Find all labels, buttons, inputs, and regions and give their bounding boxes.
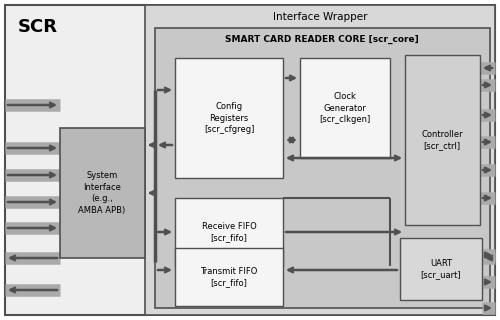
Bar [405, 55, 480, 225]
Bar [400, 238, 482, 300]
Text: Receive FIFO
[scr_fifo]: Receive FIFO [scr_fifo] [202, 222, 256, 243]
Bar [175, 198, 283, 266]
Text: Config
Registers
[scr_cfgreg]: Config Registers [scr_cfgreg] [204, 102, 254, 134]
Bar [175, 248, 283, 306]
Bar [145, 5, 495, 315]
Text: Clock
Generator
[scr_clkgen]: Clock Generator [scr_clkgen] [320, 92, 370, 124]
Bar [175, 58, 283, 178]
Bar [155, 28, 490, 308]
Text: UART
[scr_uart]: UART [scr_uart] [420, 259, 462, 279]
Text: System
Interface
(e.g.,
AMBA APB): System Interface (e.g., AMBA APB) [78, 171, 126, 215]
Bar [300, 58, 390, 158]
Text: SCR: SCR [18, 18, 58, 36]
Text: SMART CARD READER CORE [scr_core]: SMART CARD READER CORE [scr_core] [225, 35, 419, 44]
Text: Interface Wrapper: Interface Wrapper [273, 12, 367, 22]
Bar [60, 128, 145, 258]
Text: Controller
[scr_ctrl]: Controller [scr_ctrl] [421, 130, 463, 150]
Text: Transmit FIFO
[scr_fifo]: Transmit FIFO [scr_fifo] [200, 267, 258, 287]
